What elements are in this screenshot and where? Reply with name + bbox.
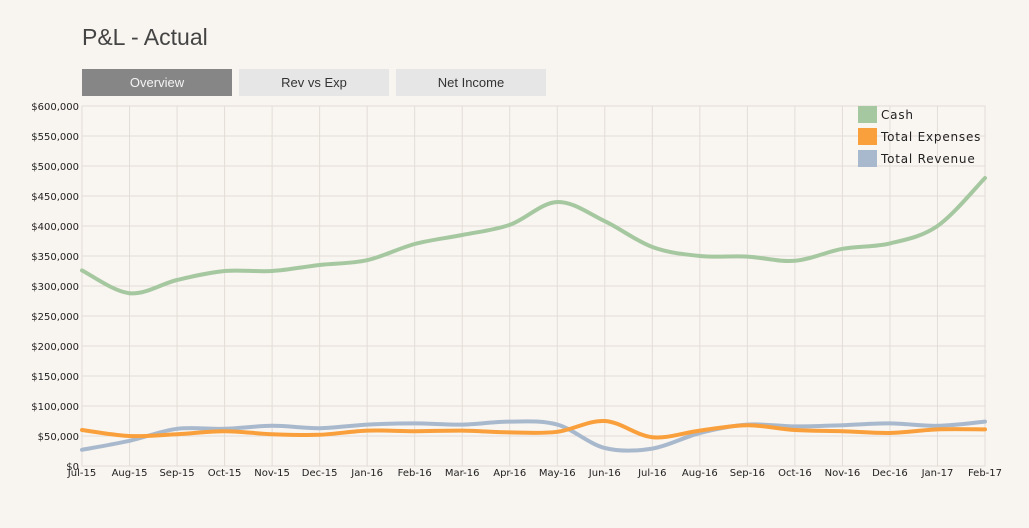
page-title: P&L - Actual [82,24,208,50]
y-tick-label: $450,000 [31,192,79,203]
y-tick-label: $350,000 [31,252,79,263]
y-tick-label: $50,000 [38,432,79,443]
legend-swatch-cash [858,106,877,123]
x-tick-label: Dec-16 [872,468,908,479]
y-tick-label: $250,000 [31,312,79,323]
series-line-cash [80,176,987,296]
x-tick-label: Oct-15 [208,468,242,479]
x-tick-label: Apr-16 [493,468,526,479]
y-tick-label: $500,000 [31,162,79,173]
tab-net-income[interactable]: Net Income [396,69,546,96]
y-tick-label: $550,000 [31,132,79,143]
legend-label-cash: Cash [881,108,914,122]
y-tick-label: $200,000 [31,342,79,353]
x-tick-label: May-16 [539,468,576,479]
legend-swatch-total-revenue [858,150,877,167]
x-tick-label: Feb-16 [398,468,432,479]
x-tick-label: Jan-16 [350,468,383,479]
x-tick-label: Dec-15 [302,468,338,479]
x-tick-label: Sep-15 [159,468,194,479]
y-tick-label: $400,000 [31,222,79,233]
tab-bar: Overview Rev vs Exp Net Income [82,69,546,96]
tab-overview[interactable]: Overview [82,69,232,96]
series-line-total-revenue [80,419,987,453]
series-line-total-expenses [80,418,987,440]
legend: Cash Total Expenses Total Revenue [858,106,981,167]
x-tick-label: Nov-15 [254,468,290,479]
x-tick-label: Feb-17 [968,468,1002,479]
y-tick-label: $100,000 [31,402,79,413]
x-tick-label: Jul-15 [67,468,96,479]
y-tick-label: $600,000 [31,102,79,113]
x-tick-label: Mar-16 [445,468,480,479]
legend-swatch-total-expenses [858,128,877,145]
x-tick-label: Jun-16 [588,468,621,479]
y-tick-label: $150,000 [31,372,79,383]
y-tick-label: $0 [66,462,79,473]
y-tick-label: $300,000 [31,282,79,293]
legend-label-total-revenue: Total Revenue [880,152,976,166]
x-tick-label: Jan-17 [921,468,954,479]
tab-rev-vs-exp[interactable]: Rev vs Exp [239,69,389,96]
legend-label-total-expenses: Total Expenses [880,130,981,144]
x-tick-label: Aug-16 [682,468,718,479]
x-tick-label: Oct-16 [778,468,812,479]
x-tick-label: Nov-16 [825,468,861,479]
x-tick-label: Aug-15 [112,468,148,479]
x-tick-label: Jul-16 [637,468,666,479]
x-tick-label: Sep-16 [730,468,765,479]
